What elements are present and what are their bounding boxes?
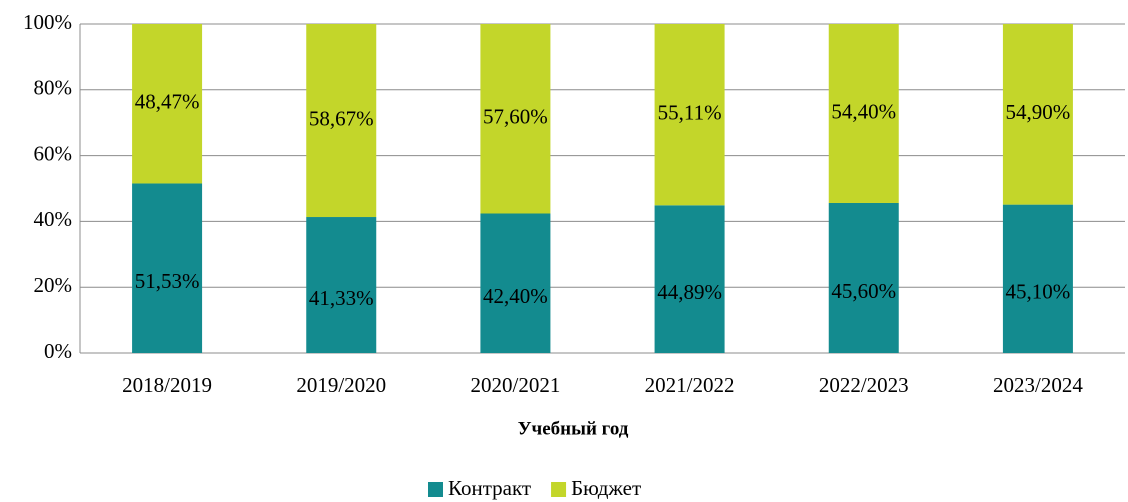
legend-swatch <box>551 482 567 497</box>
legend-label: Бюджет <box>571 476 641 500</box>
x-tick-label: 2019/2020 <box>296 373 386 397</box>
data-label: 45,60% <box>831 279 896 303</box>
data-label: 41,33% <box>309 286 374 310</box>
bar-segment <box>480 213 551 353</box>
data-label: 51,53% <box>135 269 200 293</box>
legend-label: Контракт <box>448 476 531 500</box>
bar-segment <box>828 24 899 203</box>
y-tick-label: 0% <box>44 339 72 363</box>
x-tick-label: 2023/2024 <box>993 373 1083 397</box>
data-label: 48,47% <box>135 90 200 114</box>
bar-segment <box>1002 24 1073 205</box>
x-tick-label: 2022/2023 <box>819 373 909 397</box>
data-label: 45,10% <box>1006 280 1071 304</box>
data-label: 55,11% <box>658 100 722 124</box>
y-tick-label: 80% <box>34 76 73 100</box>
data-label: 54,90% <box>1006 100 1071 124</box>
bar-segment <box>1002 204 1073 353</box>
y-tick-label: 40% <box>34 207 73 231</box>
bar-segment <box>306 217 377 353</box>
bar-segment <box>132 183 203 353</box>
data-label: 58,67% <box>309 106 374 130</box>
bar-segment <box>654 205 725 353</box>
data-label: 57,60% <box>483 105 548 129</box>
y-tick-label: 60% <box>34 141 73 165</box>
data-label: 44,89% <box>657 280 722 304</box>
x-tick-label: 2021/2022 <box>645 373 735 397</box>
bar-segment <box>480 24 551 214</box>
legend-swatch <box>428 482 443 497</box>
x-tick-label: 2018/2019 <box>122 373 212 397</box>
x-axis-title: Учебный год <box>518 418 629 439</box>
y-tick-label: 20% <box>34 273 73 297</box>
bar-segment <box>828 202 899 353</box>
bar-segment <box>306 24 377 218</box>
x-tick-label: 2020/2021 <box>470 373 560 397</box>
y-tick-label: 100% <box>23 10 72 34</box>
bar-segment <box>132 24 203 184</box>
data-label: 54,40% <box>831 99 896 123</box>
data-label: 42,40% <box>483 284 548 308</box>
bar-segment <box>654 24 725 206</box>
